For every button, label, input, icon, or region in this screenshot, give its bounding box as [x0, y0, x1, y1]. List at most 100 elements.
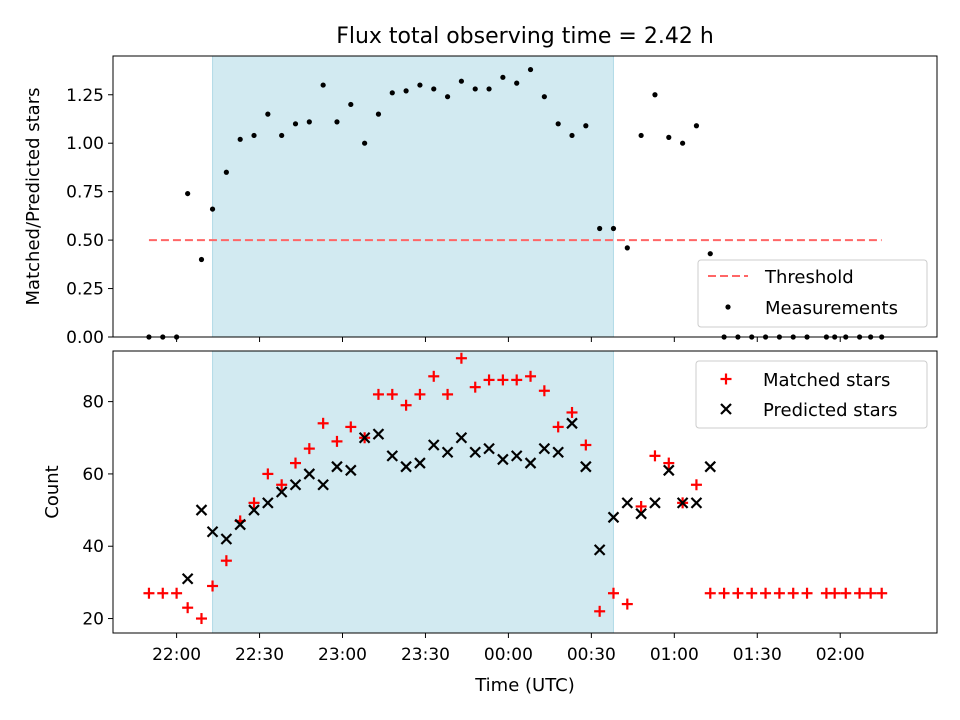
predicted-star-point: [262, 497, 274, 509]
top-y-tick-label: 0.50: [66, 231, 104, 251]
matched-star-point: [195, 613, 207, 625]
matched-star-point: [635, 500, 647, 512]
matched-star-point: [829, 587, 841, 599]
matched-star-point: [262, 468, 274, 480]
matched-star-point: [386, 388, 398, 400]
matched-star-point: [428, 370, 440, 382]
measurement-point: [417, 82, 423, 88]
predicted-star-point: [580, 460, 592, 473]
matched-star-point: [594, 605, 606, 617]
predicted-star-point: [483, 442, 495, 455]
matched-star-point: [455, 352, 467, 364]
matched-star-point: [876, 587, 888, 599]
x-tick-label: 00:30: [567, 645, 616, 665]
matched-star-point: [607, 587, 619, 599]
matched-star-point: [483, 374, 495, 386]
measurement-point: [458, 78, 465, 84]
top-panel: 0.00 0.25 0.50 0.75 1.00 1.25 Matched/Predict…: [23, 55, 938, 348]
predicted-star-point: [181, 572, 194, 585]
legend-measurement-sample: [725, 304, 731, 310]
bottom-panel: 20 40 60 80 22:00 22:30 23:00 23:30 00:00 00:30 0…: [42, 350, 938, 696]
matched-star-point: [773, 587, 785, 599]
predicted-star-point: [275, 486, 288, 498]
matched-star-point: [718, 587, 730, 599]
measurement-point: [306, 119, 312, 125]
predicted-star-point: [331, 460, 343, 473]
predicted-star-point: [372, 428, 385, 440]
predicted-star-point: [345, 464, 357, 477]
predicted-star-point: [566, 417, 578, 430]
matched-star-point: [220, 555, 232, 567]
measurement-point: [500, 74, 506, 80]
measurement-point: [237, 136, 243, 142]
top-y-tick-label: 0.00: [66, 328, 104, 348]
measurement-point: [375, 111, 382, 117]
measurement-point: [693, 123, 700, 129]
measurement-point: [251, 132, 257, 139]
legend-threshold-label: Threshold: [764, 267, 854, 288]
predicted-star-point: [607, 511, 620, 524]
predicted-star-point: [704, 460, 717, 473]
matched-star-point: [276, 479, 288, 491]
bottom-plot-frame: [112, 350, 938, 634]
top-y-tick-label: 1.00: [66, 134, 104, 154]
x-tick-label: 02:00: [816, 645, 865, 665]
x-axis-label: Time (UTC): [474, 675, 575, 696]
measurement-point: [514, 80, 520, 86]
measurement-point: [265, 111, 271, 117]
predicted-star-point: [206, 525, 219, 538]
predicted-star-point: [663, 464, 675, 477]
measurement-point: [348, 101, 354, 108]
measurement-point: [555, 121, 561, 127]
matched-star-point: [400, 399, 412, 411]
matched-star-point: [331, 435, 343, 447]
top-y-tick-label: 0.75: [66, 183, 104, 203]
predicted-star-point: [289, 478, 302, 491]
measurement-point: [666, 134, 672, 140]
measurement-point: [198, 256, 205, 263]
top-legend: Threshold Measurements: [697, 259, 928, 328]
measurement-point: [680, 140, 686, 146]
matched-star-point: [840, 587, 852, 599]
predicted-star-point: [497, 453, 509, 466]
predicted-star-point: [593, 544, 606, 556]
predicted-star-point: [358, 431, 371, 444]
measurement-point: [444, 94, 451, 100]
predicted-star-point: [538, 442, 551, 455]
matched-star-point: [289, 457, 301, 469]
matched-star-point: [157, 587, 169, 599]
predicted-star-point: [317, 478, 329, 491]
measurement-point: [527, 66, 534, 73]
x-tick-label: 01:00: [650, 645, 699, 665]
predicted-star-point: [414, 457, 426, 469]
matched-star-point: [317, 417, 329, 429]
measurement-point: [569, 132, 575, 139]
matched-star-point: [497, 374, 509, 386]
measurement-point: [389, 90, 395, 96]
matched-star-point: [787, 587, 799, 599]
predicted-star-point: [469, 446, 482, 459]
predicted-star-point: [386, 450, 399, 462]
matched-star-point: [345, 421, 357, 433]
measurement-point: [403, 88, 409, 94]
matched-star-point: [248, 497, 260, 509]
predicted-star-point: [621, 497, 634, 509]
measurement-point: [334, 119, 340, 125]
matched-star-point: [663, 457, 675, 469]
top-shaded-interval: [212, 55, 614, 338]
bottom-y-tick-label: 20: [82, 610, 104, 630]
matched-star-point: [854, 587, 866, 599]
legend-matched-sample: [720, 373, 732, 385]
top-legend-box: [697, 259, 928, 328]
matched-star-point: [207, 580, 219, 592]
x-tick-label: 22:00: [152, 645, 201, 665]
measurement-point: [652, 92, 658, 98]
measurement-point: [362, 140, 368, 146]
x-tick-label: 00:00: [484, 645, 533, 665]
matched-star-point: [469, 381, 481, 393]
x-tick-label: 22:30: [235, 645, 284, 665]
predicted-star-point: [234, 518, 246, 531]
measurement-point: [707, 251, 713, 257]
measurement-point: [292, 121, 299, 127]
measurement-point: [610, 225, 617, 232]
